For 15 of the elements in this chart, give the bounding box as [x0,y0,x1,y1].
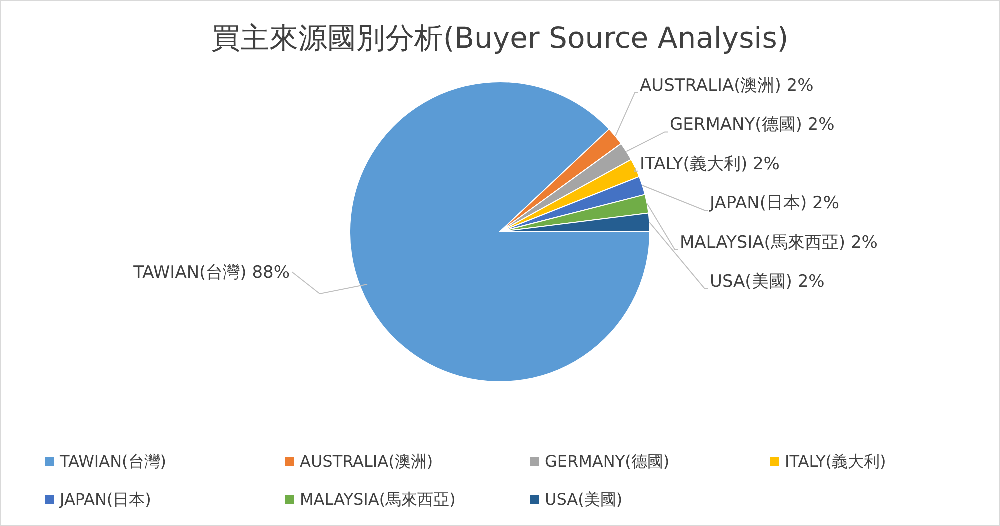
category-label: JAPAN(日本) 2% [710,194,840,214]
chart-title: 買主來源國別分析(Buyer Source Analysis) [211,21,789,55]
category-label: MALAYSIA(馬來西亞) 2% [680,232,878,253]
category-label: AUSTRALIA(澳洲) 2% [640,76,814,96]
legend-label: AUSTRALIA(澳洲) [300,452,434,471]
legend-label: MALAYSIA(馬來西亞) [300,490,456,509]
legend-label: USA(美國) [545,490,623,509]
category-label: USA(美國) 2% [710,272,825,292]
legend-label: ITALY(義大利) [785,452,886,471]
legend-label: JAPAN(日本) [59,490,152,509]
category-label: GERMANY(德國) 2% [670,115,835,136]
category-label: TAWIAN(台灣) 88% [134,263,290,283]
legend-label: TAWIAN(台灣) [59,452,167,471]
category-label: ITALY(義大利) 2% [640,154,780,174]
legend-label: GERMANY(德國) [545,452,670,471]
